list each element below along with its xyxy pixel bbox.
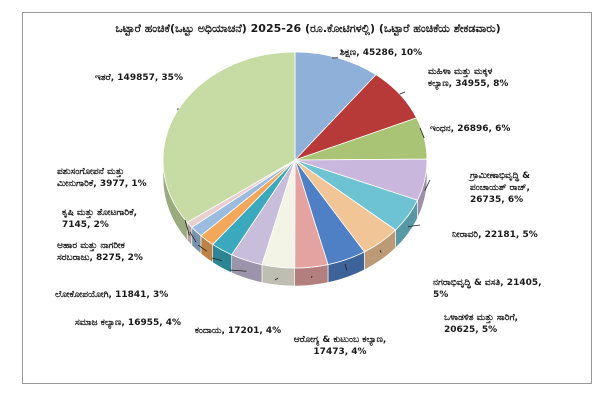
leader-line-5 — [379, 249, 382, 253]
data-label-7-line-1: 17473, 4% — [313, 347, 366, 357]
data-label-7-line-0: ಆರೋಗ್ಯ & ಕುಟುಂಬ ಕಲ್ಯಾಣ, — [294, 334, 387, 347]
data-label-3-line-1: ಪಂಚಾಯತ್ ರಾಜ್, — [470, 183, 530, 193]
data-label-12: ಕೃಷಿ ಮತ್ತು ತೋಟಗಾರಿಕೆ, 7145, 2% — [62, 207, 137, 230]
leader-line-2 — [419, 127, 425, 139]
data-label-13: ಪಶುಸಂಗೋಪನೆ ಮತ್ತು ಮೀನುಗಾರಿಕೆ, 3977, 1% — [57, 166, 147, 189]
data-label-3-line-2: 26735, 6% — [470, 195, 523, 205]
data-labels: ಶಿಕ್ಷಣ, 45286, 10% ಮಹಿಳಾ ಮತ್ತು ಮಕ್ಕಳ ಕಲ್ಯಾ… — [55, 48, 542, 357]
data-label-8-line-0: ಕಂದಾಯ, 17201, 4% — [195, 326, 281, 336]
leader-line-11 — [197, 244, 207, 252]
data-label-12-line-1: 7145, 2% — [62, 220, 109, 230]
leader-line-3 — [424, 179, 431, 192]
data-label-6-line-0: ಒಳಾಡಳಿತ ಮತ್ತು ಸಾರಿಗೆ, — [444, 312, 518, 323]
data-label-0-line-0: ಶಿಕ್ಷಣ, 45286, 10% — [340, 48, 422, 58]
data-label-6: ಒಳಾಡಳಿತ ಮತ್ತು ಸಾರಿಗೆ, 20625, 5% — [444, 312, 518, 335]
chart-border — [22, 12, 592, 384]
pie-slice-0 — [294, 51, 377, 162]
data-label-8: ಕಂದಾಯ, 17201, 4% — [195, 326, 281, 336]
data-label-13-line-1: ಮೀನುಗಾರಿಕೆ, 3977, 1% — [57, 178, 147, 189]
data-label-14-line-0: ಇತರೆ, 149857, 35% — [95, 72, 183, 83]
data-label-12-line-0: ಕೃಷಿ ಮತ್ತು ತೋಟಗಾರಿಕೆ, — [62, 207, 137, 219]
data-label-11-line-1: ಸರಬರಾಜು, 8275, 2% — [57, 253, 143, 263]
chart-title: ಒಟ್ಟಾರೆ ಹಂಚಿಕೆ(ಒಟ್ಟು ಅಧಿಯಾಚನೆ) 2025-26 (… — [115, 22, 500, 37]
leader-line-10 — [211, 257, 223, 262]
leader-line-12 — [189, 231, 197, 243]
data-label-2: ಇಂಧನ, 26896, 6% — [430, 124, 510, 134]
data-label-1: ಮಹಿಳಾ ಮತ್ತು ಮಕ್ಕಳ ಕಲ್ಯಾಣ, 34955, 8% — [428, 67, 508, 91]
data-label-5-line-1: 5% — [433, 290, 448, 300]
data-label-9: ಸಮಾಜ ಕಲ್ಯಾಣ, 16955, 4% — [75, 318, 181, 330]
data-label-5: ನಗರಾಭಿವೃದ್ಧಿ & ವಸತಿ, 21405, 5% — [433, 278, 542, 300]
leader-line-1 — [399, 91, 406, 95]
data-label-4: ನೀರಾವರಿ, 22181, 5% — [452, 230, 538, 240]
leader-line-8 — [274, 277, 279, 281]
data-label-10: ಲೋಕೋಪಯೋಗಿ, 11841, 3% — [55, 289, 168, 300]
data-label-5-line-0: ನಗರಾಭಿವೃದ್ಧಿ & ವಸತಿ, 21405, — [433, 278, 542, 289]
leader-line-4 — [407, 224, 421, 228]
data-label-1-line-0: ಮಹಿಳಾ ಮತ್ತು ಮಕ್ಕಳ — [428, 67, 492, 78]
data-label-14: ಇತರೆ, 149857, 35% — [95, 72, 183, 83]
data-label-3-line-0: ಗ್ರಾಮೀಣಾಭಿವೃದ್ಧಿ & — [467, 171, 530, 182]
leader-line-7 — [311, 275, 313, 279]
data-label-9-line-0: ಸಮಾಜ ಕಲ್ಯಾಣ, 16955, 4% — [75, 318, 181, 330]
data-label-11-line-0: ಆಹಾರ ಮತ್ತು ನಾಗರೀಕ — [57, 241, 125, 251]
data-label-13-line-0: ಪಶುಸಂಗೋಪನೆ ಮತ್ತು — [57, 166, 124, 177]
data-label-3: ಗ್ರಾಮೀಣಾಭಿವೃದ್ಧಿ & ಪಂಚಾಯತ್ ರಾಜ್, 26735, 6% — [467, 171, 530, 205]
data-label-2-line-0: ಇಂಧನ, 26896, 6% — [430, 124, 510, 134]
leader-line-9 — [229, 269, 247, 272]
data-label-0: ಶಿಕ್ಷಣ, 45286, 10% — [340, 48, 422, 58]
leader-line-6 — [344, 263, 348, 271]
leader-line-13 — [184, 219, 190, 236]
pie-tops — [162, 51, 428, 269]
data-label-11: ಆಹಾರ ಮತ್ತು ನಾಗರೀಕ ಸರಬರಾಜು, 8275, 2% — [57, 241, 143, 263]
leader-lines — [177, 57, 431, 281]
data-label-10-line-0: ಲೋಕೋಪಯೋಗಿ, 11841, 3% — [55, 289, 168, 300]
pie-slice-14 — [162, 51, 296, 223]
data-label-4-line-0: ನೀರಾವರಿ, 22181, 5% — [452, 230, 538, 240]
data-label-7: ಆರೋಗ್ಯ & ಕುಟುಂಬ ಕಲ್ಯಾಣ, 17473, 4% — [294, 334, 387, 357]
data-label-6-line-1: 20625, 5% — [444, 325, 497, 335]
data-label-1-line-1: ಕಲ್ಯಾಣ, 34955, 8% — [428, 79, 508, 91]
